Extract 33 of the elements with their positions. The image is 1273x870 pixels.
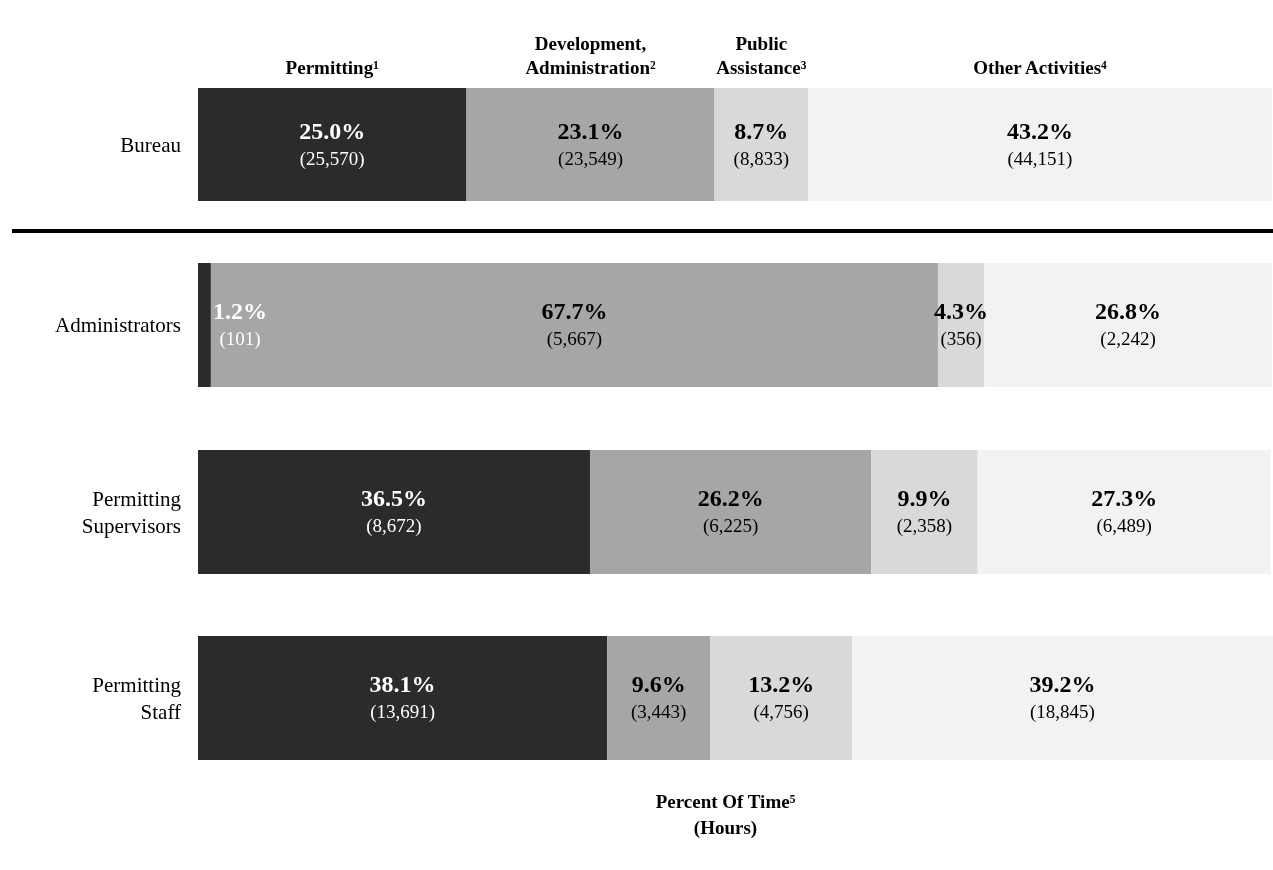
data-label: 67.7% (5,667) bbox=[541, 298, 608, 350]
data-label: 43.2% (44,151) bbox=[1006, 117, 1073, 170]
data-label: 26.8% (2,242) bbox=[1095, 298, 1162, 350]
bar bbox=[198, 450, 590, 574]
data-label: 26.2% (6,225) bbox=[697, 485, 764, 537]
y-tick-label: Permitting Supervisors bbox=[81, 487, 182, 538]
y-tick-label: Bureau bbox=[120, 132, 182, 157]
series-label: Public Assistance³ bbox=[716, 33, 807, 78]
data-label: 38.1% (13,691) bbox=[369, 671, 436, 723]
bar bbox=[852, 636, 1273, 760]
bar bbox=[710, 636, 853, 760]
bar bbox=[871, 450, 978, 574]
x-axis-title: Percent Of Time⁵ (Hours) bbox=[655, 791, 796, 839]
data-label: 1.2% (101) bbox=[213, 298, 267, 350]
data-label: 4.3% (356) bbox=[934, 298, 989, 350]
bar bbox=[607, 636, 711, 760]
data-label: 13.2% (4,756) bbox=[748, 671, 815, 723]
series-label: Other Activities⁴ bbox=[973, 57, 1108, 78]
bar bbox=[977, 450, 1271, 574]
series-label: Permitting¹ bbox=[285, 57, 379, 78]
data-label: 39.2% (18,845) bbox=[1029, 671, 1096, 723]
data-label: 9.9% (2,358) bbox=[896, 485, 953, 537]
y-tick-label: Permitting Staff bbox=[92, 673, 182, 724]
data-label: 27.3% (6,489) bbox=[1091, 485, 1158, 537]
data-label: 8.7% (8,833) bbox=[733, 117, 789, 170]
data-label: 9.6% (3,443) bbox=[631, 671, 687, 723]
bar bbox=[198, 636, 608, 760]
data-label: 23.1% (23,549) bbox=[557, 117, 624, 170]
data-label: 25.0% (25,570) bbox=[299, 117, 366, 170]
series-label: Development, Administration² bbox=[525, 33, 656, 78]
bar bbox=[589, 450, 872, 574]
y-tick-label: Administrators bbox=[55, 313, 181, 337]
data-label: 36.5% (8,672) bbox=[360, 485, 427, 537]
